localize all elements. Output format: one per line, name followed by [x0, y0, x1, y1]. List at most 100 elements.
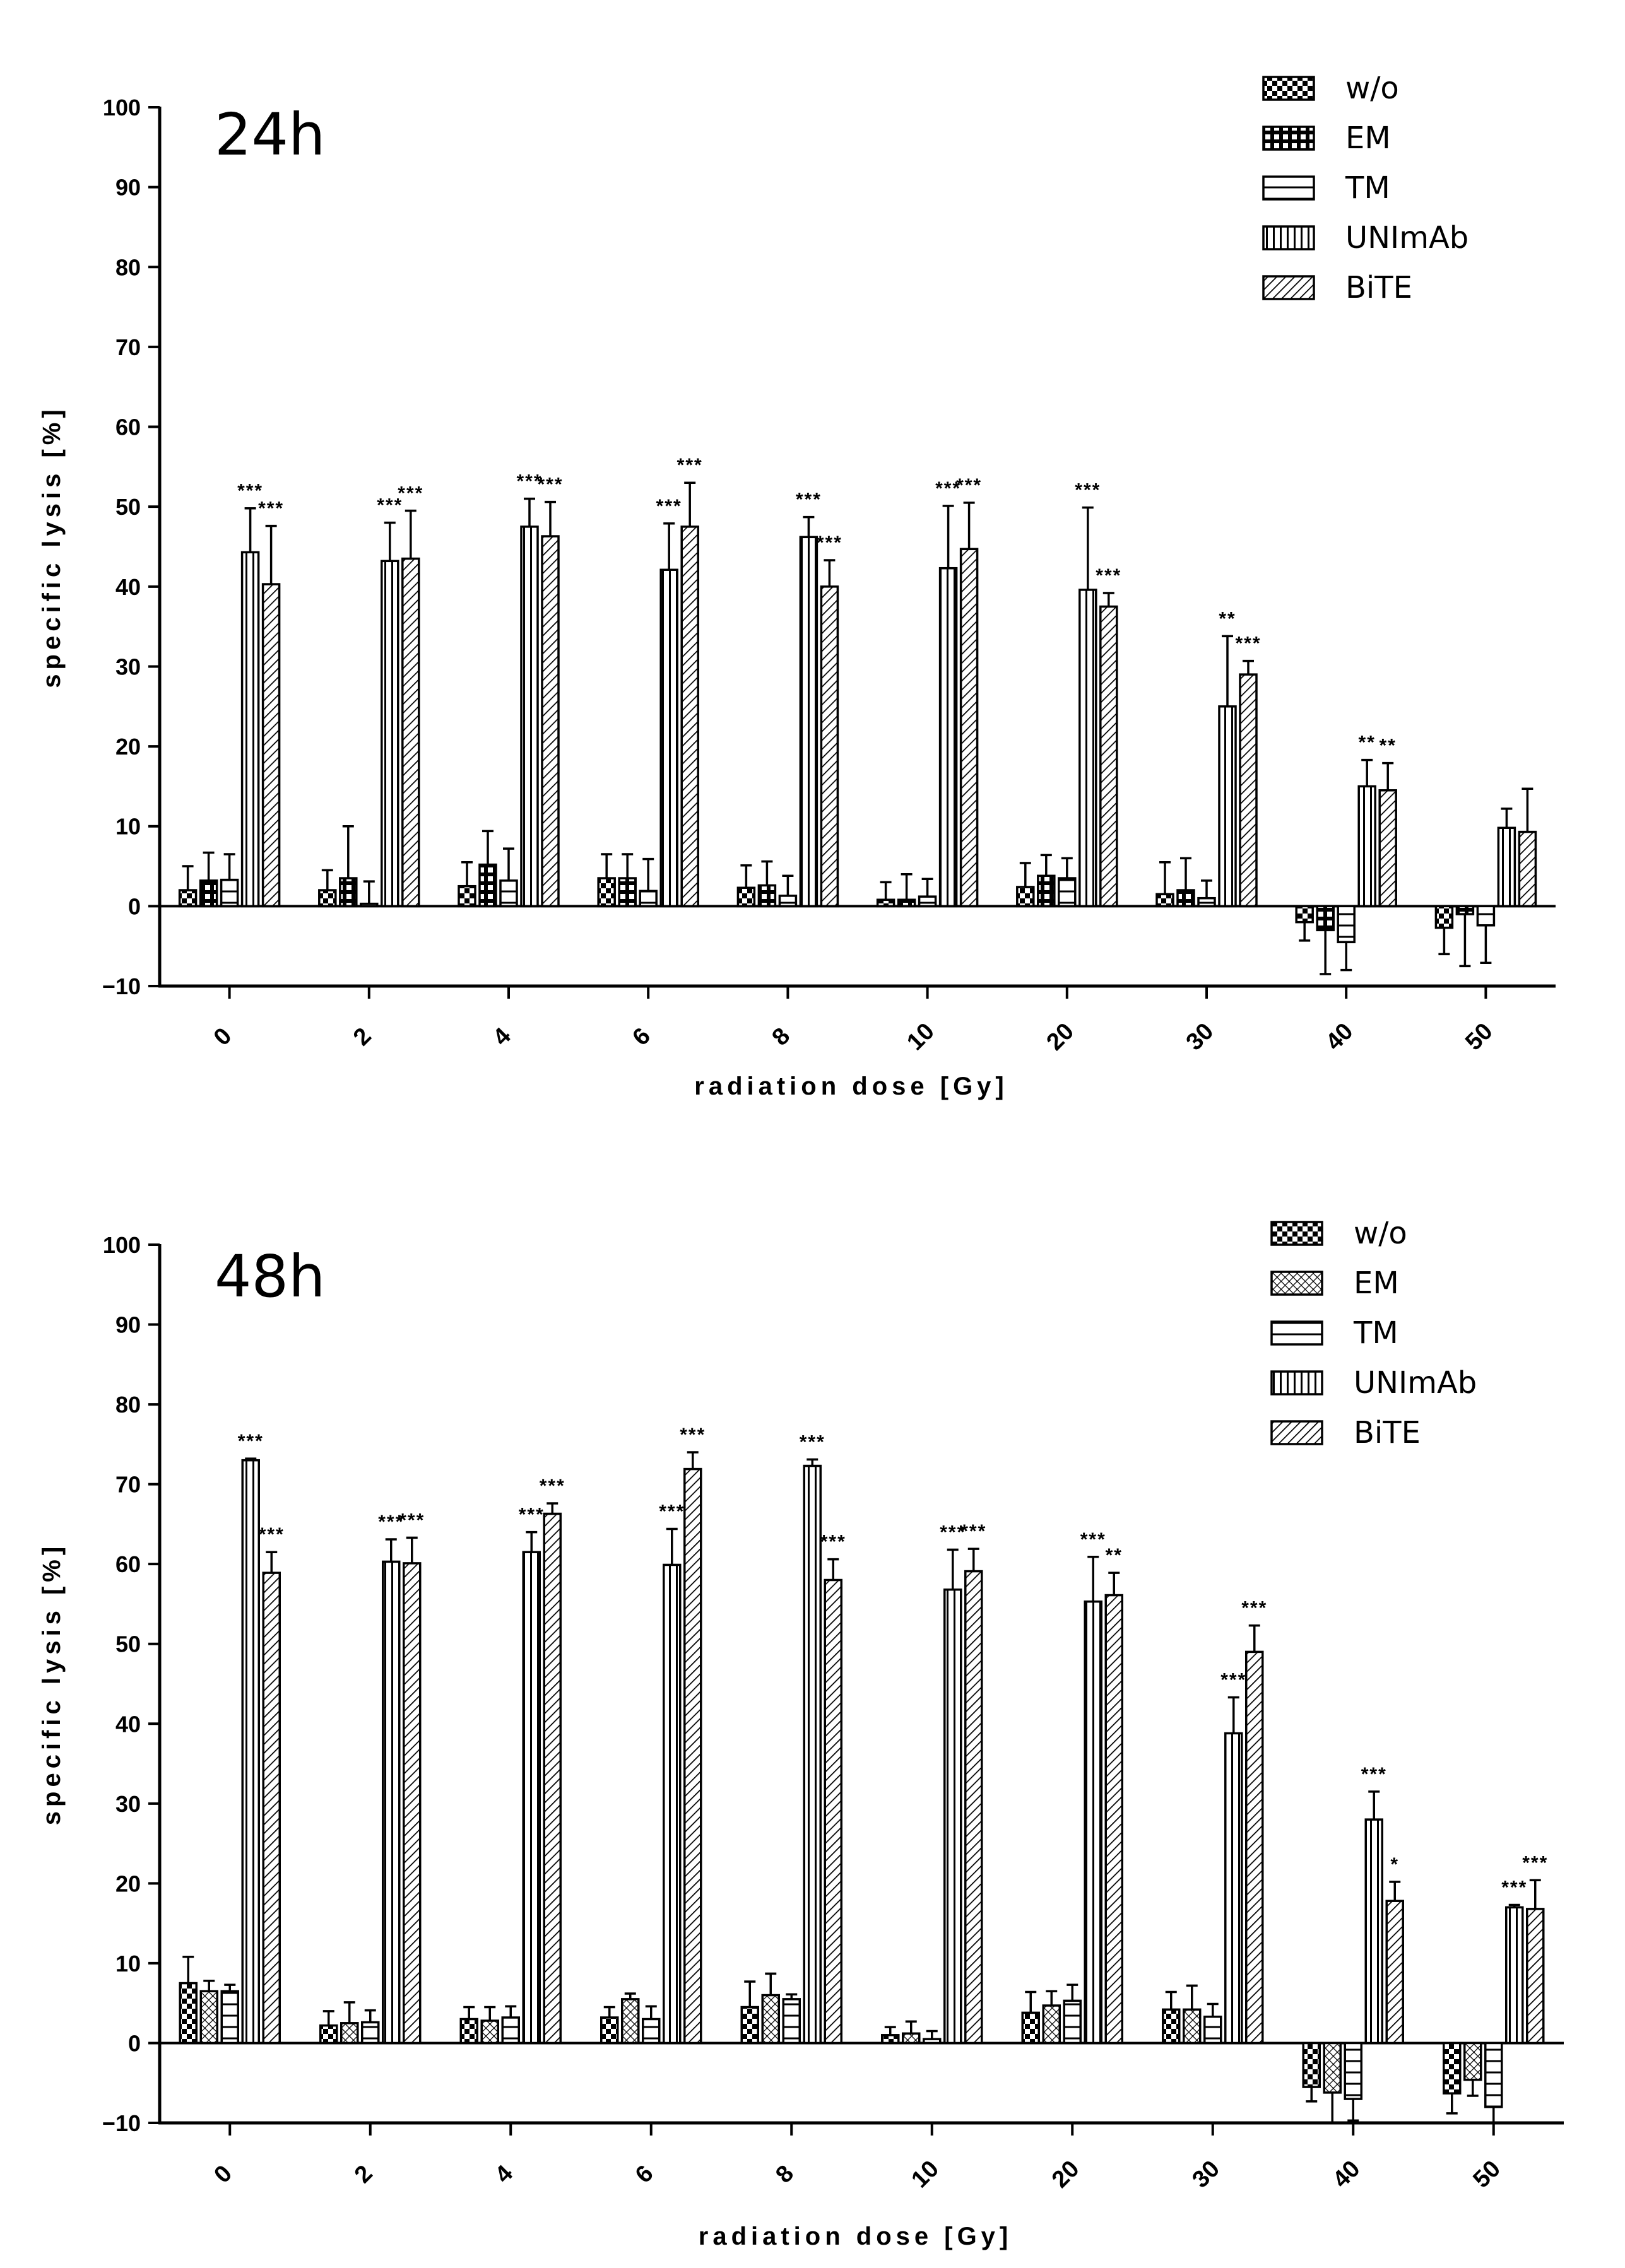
bar-w/o-4	[459, 2018, 478, 2045]
bar-BiTE-2	[403, 1562, 422, 2045]
bar-TM-40	[1344, 2042, 1362, 2100]
bar-UNImAb-4	[520, 526, 539, 908]
bar-EM-6	[618, 877, 637, 908]
bar-w/o-10	[876, 898, 895, 908]
bar-TM-2	[360, 902, 379, 908]
bar-TM-10	[918, 895, 937, 908]
significance-label: ***	[820, 1532, 846, 1553]
y-tick-label: 50	[115, 1631, 141, 1657]
bar-BiTE-40	[1385, 1900, 1404, 2045]
bar-TM-8	[778, 895, 798, 908]
bar-UNImAb-2	[381, 560, 399, 908]
significance-label: ***	[519, 1505, 545, 1525]
significance-label: ***	[680, 1425, 706, 1445]
x-axis-title: radiation dose [Gy]	[694, 1072, 1008, 1100]
bar-UNImAb-20	[1078, 589, 1097, 908]
significance-label: ***	[817, 532, 842, 553]
bar-TM-6	[642, 2018, 661, 2045]
significance-label: ***	[378, 1512, 404, 1532]
bar-EM-30	[1183, 2008, 1202, 2045]
x-tick-label: 4	[488, 1023, 516, 1051]
y-tick-label: 40	[115, 574, 141, 600]
significance-label: ***	[516, 471, 542, 492]
bar-EM-20	[1037, 874, 1056, 908]
y-tick-label: 70	[115, 334, 141, 360]
x-tick-label: 50	[1468, 2156, 1506, 2194]
bar-EM-10	[897, 898, 916, 908]
bar-BiTE-30	[1245, 1650, 1264, 2045]
y-tick-label: −10	[102, 2110, 141, 2136]
y-tick-label: 60	[115, 1551, 141, 1577]
legend-swatch-TM	[1262, 175, 1315, 201]
bar-EM-10	[902, 2032, 921, 2045]
y-tick-label: 80	[115, 1392, 141, 1418]
legend-swatch-BiTE	[1262, 275, 1315, 300]
significance-label: ***	[940, 1522, 966, 1542]
significance-label: ***	[1361, 1764, 1387, 1785]
bar-UNImAb-30	[1224, 1732, 1243, 2045]
significance-label: ***	[1096, 565, 1121, 586]
panel-title: 24h	[215, 101, 325, 168]
significance-label: ***	[677, 455, 703, 476]
bar-BiTE-8	[820, 585, 839, 908]
bar-EM-20	[1042, 2004, 1061, 2045]
bar-TM-10	[923, 2038, 942, 2045]
bar-EM-8	[761, 1994, 780, 2045]
bar-UNImAb-10	[938, 567, 958, 908]
x-tick-label: 40	[1328, 2156, 1366, 2194]
bar-TM-6	[639, 890, 658, 908]
bar-BiTE-4	[543, 1512, 562, 2045]
bar-BiTE-40	[1378, 789, 1397, 908]
x-tick-label: 0	[209, 2160, 237, 2189]
legend-swatch-UNImAb	[1262, 225, 1315, 250]
significance-label: ***	[258, 498, 284, 519]
y-tick-label: 30	[115, 1791, 141, 1817]
bar-UNImAb-30	[1218, 705, 1237, 908]
bar-UNImAb-20	[1084, 1600, 1102, 2045]
legend-label-UNImAb: UNImAb	[1345, 220, 1468, 256]
x-tick-label: 10	[906, 2156, 944, 2194]
bar-BiTE-8	[824, 1578, 842, 2045]
bar-TM-20	[1063, 1999, 1082, 2045]
bar-EM-0	[199, 879, 218, 908]
x-tick-label: 20	[1047, 2156, 1085, 2194]
bar-w/o-2	[318, 889, 337, 908]
x-tick-label: 8	[771, 2160, 799, 2189]
y-tick-label: 100	[103, 1232, 141, 1258]
significance-label: *	[1390, 1854, 1399, 1875]
bar-TM-4	[501, 2016, 520, 2045]
bar-w/o-20	[1016, 886, 1035, 908]
y-tick-label: 90	[115, 175, 141, 201]
significance-label: ***	[399, 1510, 425, 1531]
x-tick-label: 6	[627, 1023, 656, 1051]
significance-label: ***	[1522, 1852, 1548, 1873]
significance-label: ***	[259, 1524, 285, 1545]
bar-w/o-50	[1443, 2042, 1462, 2095]
bar-TM-8	[782, 1998, 801, 2045]
significance-label: ***	[659, 1501, 685, 1522]
significance-label: ***	[540, 1476, 565, 1496]
legend-swatch-BiTE	[1270, 1420, 1323, 1445]
bar-TM-0	[220, 878, 239, 908]
y-tick-label: 0	[128, 893, 141, 919]
bar-BiTE-50	[1526, 1908, 1545, 2045]
bar-EM-2	[339, 877, 358, 908]
legend-swatch-w/o	[1270, 1221, 1323, 1246]
significance-label: **	[1106, 1545, 1123, 1566]
legend-label-TM: TM	[1353, 1315, 1398, 1351]
bar-UNImAb-8	[803, 1464, 822, 2045]
legend-label-w/o: w/o	[1354, 1216, 1407, 1251]
bar-w/o-30	[1155, 893, 1174, 908]
legend-swatch-EM	[1262, 126, 1315, 151]
bar-EM-4	[480, 2019, 499, 2045]
legend-swatch-UNImAb	[1270, 1370, 1323, 1395]
legend-swatch-TM	[1270, 1320, 1323, 1346]
bar-w/o-0	[179, 1982, 198, 2045]
bar-EM-40	[1323, 2042, 1342, 2094]
bar-w/o-4	[458, 884, 476, 908]
y-tick-label: 70	[115, 1472, 141, 1498]
x-tick-label: 20	[1042, 1018, 1080, 1056]
bar-w/o-20	[1021, 2011, 1040, 2045]
bar-BiTE-30	[1239, 673, 1258, 908]
